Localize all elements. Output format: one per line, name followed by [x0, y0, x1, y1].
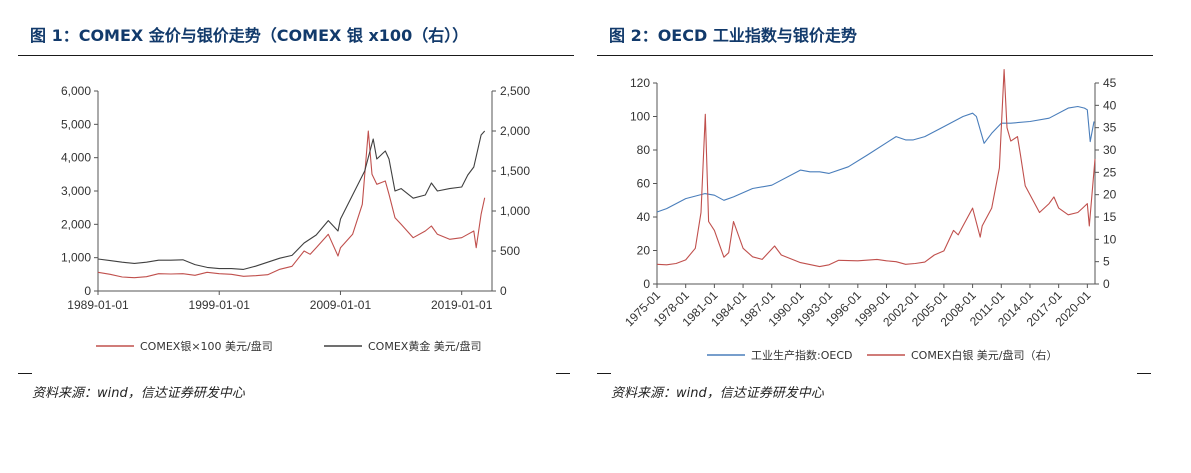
- x-tick-label: 1989-01-01: [67, 298, 129, 312]
- figure-1-title: 图 1：COMEX 金价与银价走势（COMEX 银 x100（右））: [30, 26, 469, 45]
- legend-label-2: COMEX黄金 美元/盘司: [368, 339, 482, 353]
- y-right-tick-label: 10: [1103, 232, 1117, 246]
- chart-1-legend: COMEX银×100 美元/盘司 COMEX黄金 美元/盘司: [96, 339, 482, 353]
- y-right-tick-label: 40: [1103, 98, 1117, 112]
- y-left-tick-label: 6,000: [61, 84, 91, 98]
- chart-1-x-ticks: 1989-01-01 1999-01-01 2009-01-01 2019-01-01: [67, 291, 493, 312]
- figure-2-source: 资料来源：wind，信达证券研发中心: [611, 386, 824, 401]
- y-left-tick-label: 2,000: [61, 217, 91, 231]
- chart-2-series-lines: [656, 69, 1096, 268]
- chart-2-left-ticks: 0 20 40 60 80 100 120: [630, 76, 657, 291]
- y-left-tick-label: 5,000: [61, 117, 91, 131]
- figure-2-source-tick-right: [1137, 373, 1151, 374]
- y-right-tick-label: 20: [1103, 188, 1117, 202]
- y-left-tick-label: 0: [643, 277, 650, 291]
- y-right-tick-label: 30: [1103, 143, 1117, 157]
- y-left-tick-label: 40: [637, 210, 651, 224]
- chart-1-series-lines: [97, 130, 486, 279]
- y-left-tick-label: 60: [637, 177, 651, 191]
- y-right-tick-label: 15: [1103, 210, 1117, 224]
- figure-2-source-tick-left: [597, 373, 611, 374]
- figure-1-source: 资料来源：wind，信达证券研发中心: [32, 386, 245, 401]
- chart-2-legend: 工业生产指数:OECD COMEX白银 美元/盘司（右）: [707, 348, 1058, 362]
- y-left-tick-label: 120: [630, 76, 650, 90]
- figure-1-source-tick-right: [556, 373, 570, 374]
- series-line-2: [656, 69, 1096, 268]
- y-left-tick-label: 80: [637, 143, 651, 157]
- figure-1-chart: 0 1,000 2,000 3,000 4,000 5,000 6,000 0 500 1,00…: [18, 62, 574, 362]
- y-right-tick-label: 45: [1103, 76, 1117, 90]
- y-right-tick-label: 1,500: [500, 164, 530, 178]
- y-right-tick-label: 25: [1103, 165, 1117, 179]
- chart-2-right-ticks: 0 5 10 15 20 25 30 35 40 45: [1095, 76, 1117, 291]
- figure-2-title: 图 2：OECD 工业指数与银价走势: [609, 26, 857, 45]
- x-tick-label: 2009-01-01: [310, 298, 372, 312]
- legend-label-1: COMEX银×100 美元/盘司: [140, 339, 273, 353]
- y-right-tick-label: 5: [1103, 255, 1110, 269]
- figure-1-title-rule: [18, 55, 574, 56]
- y-right-tick-label: 500: [500, 244, 520, 258]
- figure-1-source-tick-left: [18, 373, 32, 374]
- chart-1-right-ticks: 0 500 1,000 1,500 2,000 2,500: [492, 84, 530, 298]
- y-left-tick-label: 3,000: [61, 184, 91, 198]
- x-tick-label: 2019-01-01: [431, 298, 493, 312]
- figure-2-title-rule: [597, 55, 1153, 56]
- y-right-tick-label: 1,000: [500, 204, 530, 218]
- y-left-tick-label: 0: [84, 284, 91, 298]
- y-right-tick-label: 35: [1103, 121, 1117, 135]
- y-left-tick-label: 4,000: [61, 151, 91, 165]
- series-line-1: [97, 130, 486, 279]
- x-tick-label: 1999-01-01: [189, 298, 251, 312]
- y-left-tick-label: 100: [630, 110, 650, 124]
- y-right-tick-label: 0: [500, 284, 507, 298]
- y-left-tick-label: 20: [637, 244, 651, 258]
- figure-2-panel: 图 2：OECD 工业指数与银价走势 0 20 40 60 80 100 120 0 5 10 1…: [597, 0, 1157, 473]
- legend-label-1: 工业生产指数:OECD: [751, 348, 852, 362]
- figure-1-panel: 图 1：COMEX 金价与银价走势（COMEX 银 x100（右）） 0 1,00…: [18, 0, 578, 473]
- series-line-1: [656, 105, 1095, 213]
- legend-label-2: COMEX白银 美元/盘司（右）: [911, 348, 1058, 362]
- y-right-tick-label: 2,500: [500, 84, 530, 98]
- y-left-tick-label: 1,000: [61, 251, 91, 265]
- chart-1-left-ticks: 0 1,000 2,000 3,000 4,000 5,000 6,000: [61, 84, 98, 298]
- series-line-2: [97, 130, 486, 270]
- y-right-tick-label: 2,000: [500, 124, 530, 138]
- y-right-tick-label: 0: [1103, 277, 1110, 291]
- chart-1-background: [18, 62, 574, 362]
